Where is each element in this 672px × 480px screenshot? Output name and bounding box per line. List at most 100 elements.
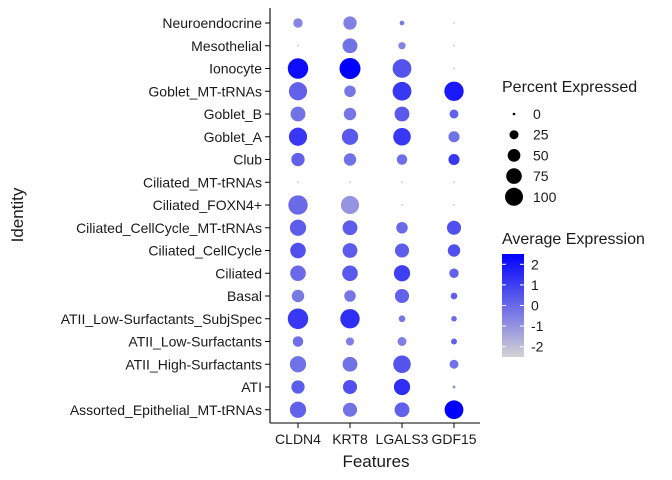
color-legend: Average Expression 2 1 0 -1 -2 bbox=[502, 231, 645, 357]
dot bbox=[289, 356, 307, 373]
dot bbox=[398, 42, 406, 50]
color-legend-bar bbox=[502, 254, 524, 357]
dot bbox=[451, 338, 457, 345]
identity-label: Mesothelial bbox=[191, 38, 262, 54]
identity-label: Ionocyte bbox=[209, 61, 262, 77]
dot bbox=[340, 309, 360, 329]
dot bbox=[396, 154, 408, 165]
dot bbox=[290, 265, 306, 282]
dot bbox=[291, 152, 305, 167]
identity-label: ATII_High-Surfactants bbox=[125, 356, 262, 372]
identity-label: Ciliated_CellCycle bbox=[148, 243, 262, 259]
dot bbox=[448, 131, 460, 143]
size-legend-title: Percent Expressed bbox=[502, 79, 637, 96]
color-legend-label: 1 bbox=[531, 277, 539, 293]
color-legend-label: -2 bbox=[531, 339, 544, 355]
dot bbox=[344, 290, 356, 302]
dot bbox=[340, 195, 360, 215]
size-legend: Percent Expressed 0 25 50 75 100 bbox=[502, 79, 637, 206]
dot bbox=[449, 359, 459, 369]
dot bbox=[288, 127, 308, 146]
identity-label: Assorted_Epithelial_MT-tRNAs bbox=[70, 402, 262, 418]
dot bbox=[343, 16, 357, 30]
dot bbox=[342, 243, 358, 258]
identity-label: Neuroendocrine bbox=[162, 15, 262, 31]
identity-label: Basal bbox=[227, 288, 262, 304]
dot bbox=[446, 220, 462, 235]
dot bbox=[392, 59, 412, 78]
identity-label: Ciliated_FOXN4+ bbox=[153, 197, 262, 213]
dot bbox=[392, 81, 412, 101]
dot bbox=[449, 109, 459, 119]
dot bbox=[394, 288, 410, 304]
size-legend-label: 0 bbox=[533, 106, 541, 122]
dot bbox=[396, 221, 408, 234]
identity-label: ATI bbox=[241, 379, 262, 395]
size-legend-dot bbox=[512, 112, 516, 116]
dot bbox=[342, 38, 358, 54]
dot bbox=[444, 400, 464, 420]
color-legend-label: 2 bbox=[531, 256, 539, 272]
identity-label: Ciliated bbox=[215, 265, 262, 281]
dot bbox=[290, 106, 306, 122]
identity-label: Ciliated_CellCycle_MT-tRNAs bbox=[76, 220, 262, 236]
dot bbox=[341, 128, 359, 145]
dot bbox=[397, 337, 407, 346]
dot bbox=[287, 308, 309, 329]
dot bbox=[393, 265, 411, 282]
dot bbox=[288, 82, 308, 101]
dot bbox=[291, 380, 305, 394]
dot bbox=[297, 181, 299, 183]
dot bbox=[339, 58, 361, 79]
x-axis-title: Features bbox=[342, 452, 409, 471]
dot bbox=[444, 81, 464, 101]
size-legend-label: 75 bbox=[533, 168, 549, 184]
dot bbox=[293, 18, 303, 28]
size-legend-label: 50 bbox=[533, 147, 549, 163]
identity-label: Ciliated_MT-tRNAs bbox=[143, 174, 262, 190]
dot bbox=[289, 219, 307, 236]
color-legend-label: 0 bbox=[531, 298, 539, 314]
size-legend-dot bbox=[509, 130, 519, 140]
dot bbox=[451, 315, 457, 322]
size-legend-label: 100 bbox=[533, 189, 557, 205]
feature-label: CLDN4 bbox=[275, 431, 321, 447]
color-legend-label: -1 bbox=[531, 318, 544, 334]
dot bbox=[342, 265, 358, 282]
dot bbox=[453, 45, 455, 47]
identity-label: Goblet_MT-tRNAs bbox=[148, 83, 262, 99]
size-legend-dot bbox=[505, 187, 523, 206]
dot bbox=[453, 67, 455, 70]
dot bbox=[342, 356, 358, 372]
dot bbox=[401, 181, 403, 183]
dot bbox=[292, 336, 304, 347]
dot bbox=[448, 153, 460, 166]
dot bbox=[345, 337, 355, 346]
dot bbox=[342, 379, 358, 395]
dots bbox=[287, 16, 464, 420]
dot bbox=[288, 195, 308, 215]
dot bbox=[447, 244, 461, 257]
dot bbox=[449, 268, 459, 278]
color-legend-title: Average Expression bbox=[502, 231, 645, 248]
dot bbox=[393, 378, 411, 396]
identity-label: ATII_Low-Surfactants_SubjSpec bbox=[61, 311, 262, 327]
identity-label: ATII_Low-Surfactants bbox=[128, 334, 262, 350]
dot bbox=[394, 402, 410, 418]
dot bbox=[291, 289, 305, 303]
identity-labels: Neuroendocrine Mesothelial Ionocyte Goblet_… bbox=[61, 15, 270, 418]
size-legend-dot bbox=[507, 149, 521, 162]
dot bbox=[343, 153, 357, 166]
dot bbox=[343, 107, 357, 121]
dot bbox=[393, 355, 411, 374]
dot bbox=[394, 106, 410, 122]
dot bbox=[289, 401, 307, 418]
dot bbox=[453, 204, 455, 206]
dot bbox=[393, 127, 411, 146]
feature-labels: CLDN4 KRT8 LGALS3 GDF15 bbox=[275, 423, 477, 447]
size-legend-dot bbox=[506, 168, 522, 184]
identity-label: Club bbox=[233, 152, 262, 168]
dot bbox=[453, 181, 455, 183]
dot bbox=[401, 204, 403, 206]
